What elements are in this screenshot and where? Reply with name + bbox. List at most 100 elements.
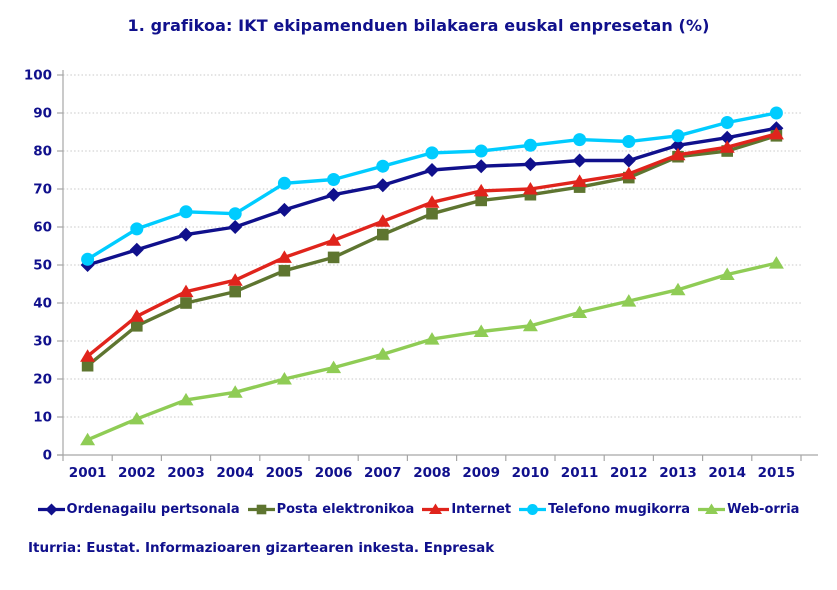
series-marker-web-orria bbox=[80, 432, 96, 446]
series-marker-internet bbox=[621, 166, 637, 180]
legend-label: Posta elektronikoa bbox=[276, 502, 415, 517]
series-marker-posta-elektronikoa bbox=[327, 251, 340, 264]
x-axis-label: 2001 bbox=[69, 465, 107, 481]
legend-marker-internet bbox=[422, 503, 450, 514]
x-axis-label: 2011 bbox=[561, 465, 599, 481]
series-marker-telefono-mugikorra bbox=[277, 176, 291, 190]
legend-label: Internet bbox=[451, 502, 512, 517]
series-marker-internet bbox=[719, 140, 735, 153]
series-marker-web-orria bbox=[227, 385, 243, 398]
legend-label: Web-orria bbox=[727, 502, 800, 517]
x-axis-label: 2006 bbox=[315, 465, 353, 481]
series-marker-ordenagailu-pertsonala bbox=[720, 130, 735, 145]
y-axis-label: 90 bbox=[33, 106, 52, 122]
series-marker-posta-elektronikoa bbox=[426, 207, 438, 220]
series-marker-internet bbox=[375, 214, 391, 227]
x-axis-label: 2014 bbox=[708, 465, 746, 481]
series-marker-ordenagailu-pertsonala bbox=[523, 157, 538, 172]
series-marker-telefono-mugikorra bbox=[769, 106, 783, 120]
legend-marker-ordenagailu-pertsonala bbox=[37, 503, 65, 516]
series-marker-internet bbox=[129, 309, 145, 322]
legend-label: Telefono mugikorra bbox=[548, 502, 691, 517]
series-marker-telefono-mugikorra bbox=[376, 159, 390, 173]
series-marker-internet bbox=[227, 273, 243, 286]
series-marker-telefono-mugikorra bbox=[327, 173, 341, 186]
series-marker-internet bbox=[80, 349, 96, 362]
series-marker-ordenagailu-pertsonala bbox=[474, 159, 489, 174]
y-axis-label: 10 bbox=[33, 410, 52, 426]
series-marker-ordenagailu-pertsonala bbox=[179, 227, 193, 242]
series-marker-web-orria bbox=[572, 305, 588, 318]
x-axis-label: 2013 bbox=[659, 465, 697, 481]
series-marker-telefono-mugikorra bbox=[228, 207, 242, 221]
series-marker-telefono-mugikorra bbox=[622, 135, 636, 148]
y-axis-label: 40 bbox=[33, 296, 52, 312]
y-axis-label: 60 bbox=[33, 220, 52, 236]
series-marker-internet bbox=[424, 195, 440, 208]
series-marker-posta-elektronikoa bbox=[278, 264, 291, 277]
series-marker-web-orria bbox=[522, 318, 538, 332]
series-marker-posta-elektronikoa bbox=[180, 297, 192, 309]
y-axis-label: 100 bbox=[24, 68, 52, 84]
series-marker-ordenagailu-pertsonala bbox=[326, 187, 341, 202]
series-marker-telefono-mugikorra bbox=[425, 146, 439, 160]
series-marker-internet bbox=[429, 503, 443, 514]
y-axis-label: 20 bbox=[33, 372, 52, 388]
series-marker-posta-elektronikoa bbox=[229, 285, 241, 298]
x-axis-label: 2005 bbox=[266, 465, 304, 481]
x-axis-label: 2003 bbox=[167, 465, 205, 481]
series-marker-telefono-mugikorra bbox=[523, 138, 537, 152]
series-marker-web-orria bbox=[473, 324, 489, 337]
series-marker-ordenagailu-pertsonala bbox=[375, 178, 390, 193]
y-axis-label: 50 bbox=[33, 258, 52, 274]
legend-item-posta-elektronikoa: Posta elektronikoa bbox=[247, 502, 415, 517]
series-marker-ordenagailu-pertsonala bbox=[671, 138, 685, 153]
series-marker-ordenagailu-pertsonala bbox=[425, 163, 439, 177]
series-marker-telefono-mugikorra bbox=[179, 205, 193, 219]
series-marker-web-orria bbox=[705, 503, 719, 514]
ikt-line-chart: 0 10 20 30 40 50 60 70 80 90 100 2001 2002 2003 2004 20… bbox=[24, 68, 818, 481]
series-marker-telefono-mugikorra bbox=[130, 222, 144, 236]
legend-marker-web-orria bbox=[698, 503, 726, 514]
x-axis-label: 2004 bbox=[216, 465, 254, 481]
series-marker-ordenagailu-pertsonala bbox=[572, 153, 587, 168]
y-axis-label: 0 bbox=[43, 448, 52, 464]
series-marker-internet bbox=[768, 126, 784, 140]
series-marker-posta-elektronikoa bbox=[81, 359, 94, 372]
series-marker-ordenagailu-pertsonala bbox=[45, 503, 58, 516]
series-marker-internet bbox=[670, 147, 686, 161]
series-marker-web-orria bbox=[670, 282, 686, 296]
series-marker-ordenagailu-pertsonala bbox=[129, 242, 144, 257]
y-axis-label: 80 bbox=[33, 144, 52, 160]
series-marker-web-orria bbox=[326, 360, 342, 374]
chart-title: 1. grafikoa: IKT ekipamenduen bilakaera … bbox=[127, 16, 710, 35]
legend-item-ordenagailu-pertsonala: Ordenagailu pertsonala bbox=[37, 502, 240, 517]
series-marker-web-orria bbox=[719, 267, 735, 280]
series-marker-web-orria bbox=[178, 392, 194, 406]
series-marker-internet bbox=[276, 250, 292, 263]
x-axis-label: 2008 bbox=[413, 465, 451, 481]
y-axis-label: 70 bbox=[33, 182, 52, 198]
series-marker-web-orria bbox=[276, 372, 292, 385]
series-marker-telefono-mugikorra bbox=[81, 252, 95, 266]
series-marker-posta-elektronikoa bbox=[377, 228, 389, 241]
series-marker-telefono-mugikorra bbox=[573, 133, 587, 147]
legend-marker-telefono-mugikorra bbox=[519, 504, 547, 515]
legend-item-web-orria: Web-orria bbox=[698, 502, 799, 517]
y-axis-label: 30 bbox=[33, 334, 52, 350]
legend-marker-posta-elektronikoa bbox=[247, 504, 275, 515]
series-marker-web-orria bbox=[129, 411, 145, 425]
series-marker-internet bbox=[473, 183, 489, 197]
legend: Ordenagailu pertsonala Posta elektronikoa… bbox=[0, 499, 837, 518]
series-marker-internet bbox=[522, 182, 538, 195]
series-marker-ordenagailu-pertsonala bbox=[621, 153, 636, 168]
series-marker-internet bbox=[178, 284, 194, 298]
source-note: Iturria: Eustat. Informazioaren gizartea… bbox=[28, 540, 495, 556]
series-marker-web-orria bbox=[424, 332, 440, 345]
legend-item-telefono-mugikorra: Telefono mugikorra bbox=[519, 502, 690, 517]
x-axis-label: 2002 bbox=[118, 465, 156, 481]
series-marker-posta-elektronikoa bbox=[475, 194, 487, 207]
series-marker-posta-elektronikoa bbox=[573, 181, 586, 193]
legend-item-internet: Internet bbox=[422, 502, 511, 517]
